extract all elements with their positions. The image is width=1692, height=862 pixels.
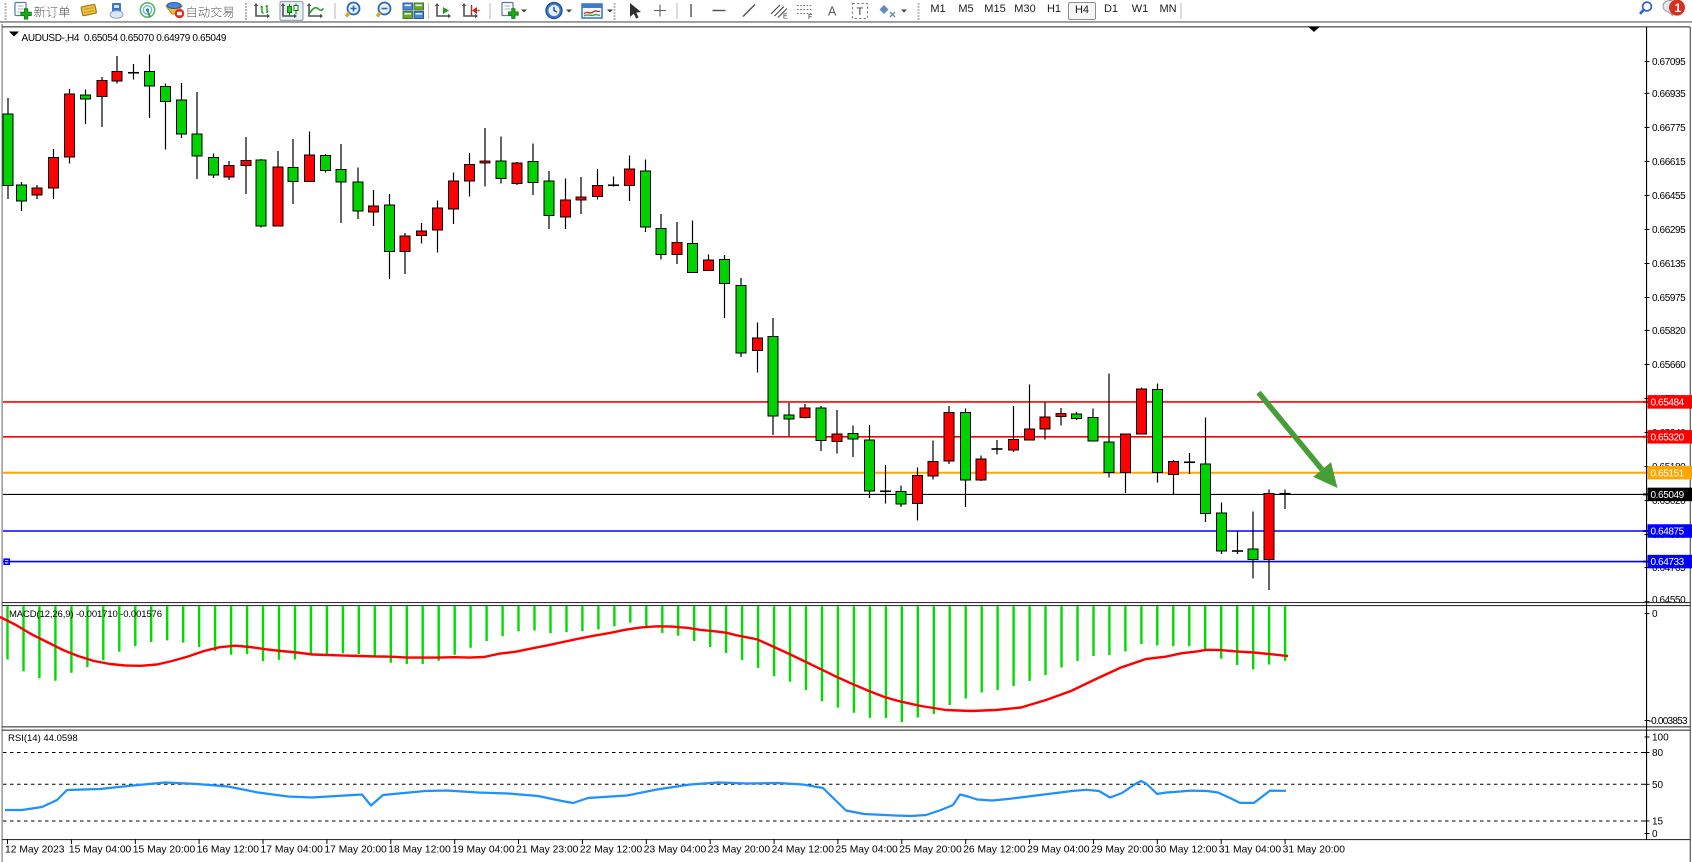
svg-text:15: 15	[1652, 817, 1664, 828]
svg-text:0.66615: 0.66615	[1652, 157, 1686, 168]
svg-text:0.66935: 0.66935	[1652, 89, 1686, 100]
svg-text:0.66295: 0.66295	[1652, 225, 1686, 236]
svg-text:15 May 04:00: 15 May 04:00	[69, 845, 132, 856]
svg-text:25 May 20:00: 25 May 20:00	[899, 845, 962, 856]
svg-text:17 May 04:00: 17 May 04:00	[261, 845, 324, 856]
svg-text:T: T	[857, 6, 864, 18]
svg-text:80: 80	[1652, 748, 1664, 759]
svg-text:0.65151: 0.65151	[1651, 468, 1685, 479]
svg-text:0.65484: 0.65484	[1651, 398, 1685, 409]
svg-text:A: A	[828, 5, 837, 19]
svg-text:26 May 12:00: 26 May 12:00	[963, 845, 1026, 856]
svg-text:0.65049: 0.65049	[1651, 490, 1685, 501]
svg-text:16 May 12:00: 16 May 12:00	[197, 845, 260, 856]
svg-text:50: 50	[1652, 780, 1664, 791]
svg-text:100: 100	[1652, 733, 1669, 744]
svg-text:0.65820: 0.65820	[1652, 326, 1686, 337]
svg-text:31 May 04:00: 31 May 04:00	[1219, 845, 1282, 856]
svg-text:29 May 04:00: 29 May 04:00	[1027, 845, 1090, 856]
svg-text:0.64705: 0.64705	[1652, 563, 1686, 574]
svg-text:0.64875: 0.64875	[1651, 527, 1685, 538]
svg-text:MACD(12,26,9) -0.001710 -0.001: MACD(12,26,9) -0.001710 -0.001576	[9, 609, 162, 620]
svg-text:15 May 20:00: 15 May 20:00	[133, 845, 196, 856]
svg-text:RSI(14) 44.0598: RSI(14) 44.0598	[8, 733, 78, 744]
svg-text:23 May 04:00: 23 May 04:00	[644, 845, 707, 856]
svg-text:18 May 12:00: 18 May 12:00	[388, 845, 451, 856]
svg-text:31 May 20:00: 31 May 20:00	[1283, 845, 1346, 856]
svg-text:0: 0	[1652, 609, 1658, 620]
svg-text:17 May 20:00: 17 May 20:00	[324, 845, 387, 856]
svg-text:22 May 12:00: 22 May 12:00	[580, 845, 643, 856]
svg-text:1: 1	[1675, 1, 1682, 15]
svg-text:21 May 23:00: 21 May 23:00	[516, 845, 579, 856]
svg-text:12 May 2023: 12 May 2023	[5, 845, 65, 856]
svg-text:0.65320: 0.65320	[1651, 432, 1685, 443]
svg-text:29 May 20:00: 29 May 20:00	[1091, 845, 1154, 856]
svg-text:0.66455: 0.66455	[1652, 191, 1686, 202]
svg-text:0.65660: 0.65660	[1652, 360, 1686, 371]
svg-text:0.64733: 0.64733	[1651, 557, 1685, 568]
svg-text:0.65020: 0.65020	[1652, 496, 1686, 507]
svg-text:E: E	[783, 14, 788, 21]
svg-text:F: F	[808, 14, 812, 21]
svg-text:25 May 04:00: 25 May 04:00	[835, 845, 898, 856]
svg-text:-0.003853: -0.003853	[1649, 716, 1688, 727]
svg-text:23 May 20:00: 23 May 20:00	[708, 845, 771, 856]
svg-text:0.66135: 0.66135	[1652, 259, 1686, 270]
svg-text:AUDUSD-,H4 0.65054 0.65070 0.: AUDUSD-,H4 0.65054 0.65070 0.64979 0.650…	[22, 33, 227, 44]
svg-text:0: 0	[1652, 829, 1658, 840]
svg-text:19 May 04:00: 19 May 04:00	[452, 845, 515, 856]
svg-text:0.67095: 0.67095	[1652, 57, 1686, 68]
svg-text:0.64550: 0.64550	[1652, 595, 1686, 606]
svg-text:30 May 12:00: 30 May 12:00	[1155, 845, 1218, 856]
svg-text:0.65975: 0.65975	[1652, 293, 1686, 304]
svg-text:0.66775: 0.66775	[1652, 123, 1686, 134]
svg-text:24 May 12:00: 24 May 12:00	[772, 845, 835, 856]
